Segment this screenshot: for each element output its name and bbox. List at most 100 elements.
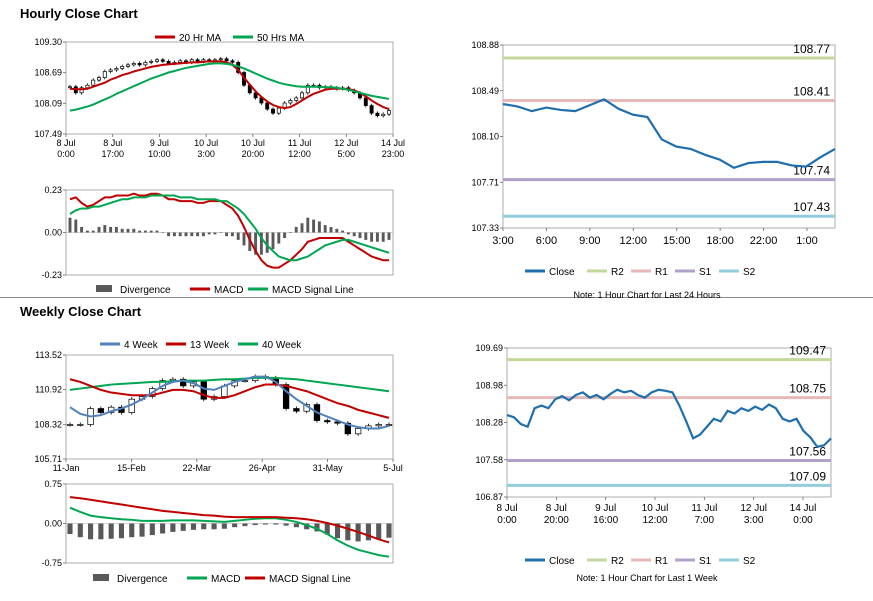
divergence-bar xyxy=(294,226,298,233)
x-axis-label: 18:00 xyxy=(706,235,734,247)
divergence-bar xyxy=(138,230,142,233)
x-axis-label: 11 Jul xyxy=(288,138,311,148)
x-axis-label: 3:00 xyxy=(492,235,513,247)
level-r2-value: 109.47 xyxy=(789,344,826,358)
divergence-bar xyxy=(103,225,107,233)
plot-frame xyxy=(506,347,832,498)
x-axis-label: 22-Mar xyxy=(183,463,212,473)
level-s2-value: 107.43 xyxy=(793,200,830,214)
x-axis-label: 3:00 xyxy=(197,149,215,159)
candle-body xyxy=(293,408,300,412)
y-axis-label: 107.71 xyxy=(471,177,499,187)
divergence-bar xyxy=(155,230,159,233)
x-axis-label: 8 Jul xyxy=(56,138,75,148)
plot-frame xyxy=(65,354,394,460)
divergence-bar xyxy=(132,228,136,233)
x-axis-label: 8 Jul xyxy=(103,138,122,148)
legend-label: 50 Hrs MA xyxy=(257,33,305,44)
divergence-bar xyxy=(323,225,327,233)
candle-body xyxy=(230,60,235,63)
legend-label: R2 xyxy=(611,556,624,567)
x-axis-label: 9 Jul xyxy=(150,138,169,148)
y-axis-label: 108.98 xyxy=(475,380,503,390)
y-axis-label: 106.87 xyxy=(475,492,503,502)
x-axis-label: 10:00 xyxy=(148,149,171,159)
legend-label: Close xyxy=(549,556,575,567)
divergence-bar xyxy=(68,217,72,233)
candle-body xyxy=(253,92,258,99)
x-axis-label: 5:00 xyxy=(338,149,356,159)
legend-label: MACD xyxy=(214,285,243,296)
divergence-bar xyxy=(207,232,211,235)
divergence-bar xyxy=(232,523,238,528)
y-axis-label: 0.75 xyxy=(44,479,62,489)
candle-body xyxy=(114,68,119,71)
y-axis-label: 108.28 xyxy=(475,418,503,428)
divergence-bar xyxy=(317,221,321,233)
divergence-bar xyxy=(262,523,269,525)
divergence-bar xyxy=(161,232,165,233)
candle-body xyxy=(294,97,299,101)
divergence-bar xyxy=(271,232,275,250)
candle-body xyxy=(97,408,105,413)
y-axis-label: 107.33 xyxy=(471,223,499,233)
candle-body xyxy=(375,112,380,117)
level-s1-value: 107.56 xyxy=(789,445,826,459)
divergence-bar xyxy=(120,228,124,233)
legend-label: 4 Week xyxy=(124,340,159,351)
candle-body xyxy=(178,60,183,63)
divergence-bar xyxy=(225,232,229,237)
candle-body xyxy=(385,424,393,426)
x-axis-label: 11-Jan xyxy=(53,463,80,473)
y-axis-label: 108.09 xyxy=(34,98,62,108)
x-axis-label: 17:00 xyxy=(101,149,124,159)
candle-body xyxy=(108,69,113,72)
divergence-bar xyxy=(91,230,95,233)
divergence-bar xyxy=(109,226,113,233)
divergence-bar xyxy=(288,232,292,233)
divergence-bar xyxy=(184,232,188,237)
candle-body xyxy=(155,59,159,62)
divergence-bar xyxy=(160,523,166,534)
x-axis-label: 10 Jul xyxy=(194,138,218,148)
legend-label: Divergence xyxy=(117,574,168,585)
y-axis-label: 108.49 xyxy=(471,86,499,96)
divergence-bar xyxy=(376,523,382,540)
candle-body xyxy=(375,424,382,427)
legend-label: S2 xyxy=(743,556,756,567)
divergence-bar xyxy=(196,232,200,237)
x-axis-label: 9:00 xyxy=(579,235,600,247)
divergence-bar xyxy=(252,523,258,526)
candle-body xyxy=(143,61,148,66)
candle-body xyxy=(79,87,84,94)
divergence-bar xyxy=(149,523,155,536)
divergence-bar xyxy=(236,232,240,240)
macd-line xyxy=(69,506,390,558)
x-axis-label: 1:00 xyxy=(796,235,817,247)
x-axis-label: 8 Jul xyxy=(496,503,517,514)
hourly-section-title: Hourly Close Chart xyxy=(20,6,138,21)
divergence-bar xyxy=(242,523,248,527)
candle-body xyxy=(305,84,310,94)
x-axis-label: 22:00 xyxy=(750,235,778,247)
y-axis-label: 109.69 xyxy=(475,343,503,353)
divergence-bar xyxy=(118,523,125,539)
legend-label: S1 xyxy=(699,556,712,567)
candle-body xyxy=(200,381,207,400)
x-axis-label: 14 Jul xyxy=(381,138,405,148)
candle-body xyxy=(97,77,101,81)
divergence-bar xyxy=(178,232,182,237)
legend-label: 20 Hr MA xyxy=(179,33,222,44)
y-axis-label: 108.69 xyxy=(34,68,62,78)
divergence-bar xyxy=(259,232,263,255)
divergence-bar xyxy=(80,226,84,233)
level-r2-value: 108.77 xyxy=(793,42,830,56)
close-line xyxy=(506,388,832,449)
divergence-bar xyxy=(324,523,330,535)
x-axis-label: 12:00 xyxy=(642,515,667,526)
divergence-bar xyxy=(283,232,287,239)
weekly-section-title: Weekly Close Chart xyxy=(20,304,142,319)
candle-body xyxy=(282,384,290,409)
